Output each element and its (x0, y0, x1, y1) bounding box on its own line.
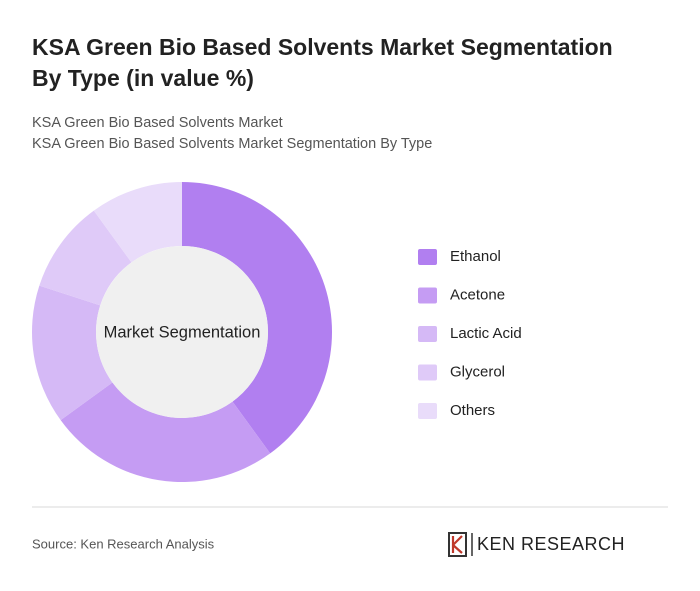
logo-text: KEN RESEARCH (477, 534, 625, 554)
chart-title: KSA Green Bio Based Solvents Market Segm… (32, 34, 613, 60)
donut-slice (182, 182, 332, 454)
legend: Ethanol Acetone Lactic Acid Glycerol Others (418, 248, 522, 419)
donut-hole (96, 246, 268, 418)
legend-label: Glycerol (450, 363, 505, 380)
chart-subtitle: KSA Green Bio Based Solvents Market (32, 115, 283, 131)
source: Source: Ken Research Analysis (32, 536, 215, 551)
legend-label: Lactic Acid (450, 325, 522, 342)
donut (32, 182, 332, 482)
legend-swatch (418, 364, 437, 381)
chart-title: By Type (in value %) (32, 65, 254, 91)
legend-swatch (418, 403, 437, 419)
logo-icon (448, 532, 467, 557)
logo-icon (451, 535, 463, 554)
legend-swatch (418, 326, 437, 342)
donut-slice (93, 182, 182, 263)
legend-label: Others (450, 402, 495, 419)
center-label: Market Segmentation (104, 323, 261, 341)
donut-slice (39, 210, 132, 306)
legend-swatch (418, 287, 437, 304)
legend-label: Ethanol (450, 248, 501, 265)
legend-label: Acetone (450, 286, 505, 303)
donut-slice (60, 382, 271, 482)
donut-slice (32, 285, 113, 421)
logo: KEN RESEARCH (448, 532, 625, 557)
legend-swatch (418, 249, 437, 265)
chart-subtitle: KSA Green Bio Based Solvents Market Segm… (32, 136, 432, 152)
